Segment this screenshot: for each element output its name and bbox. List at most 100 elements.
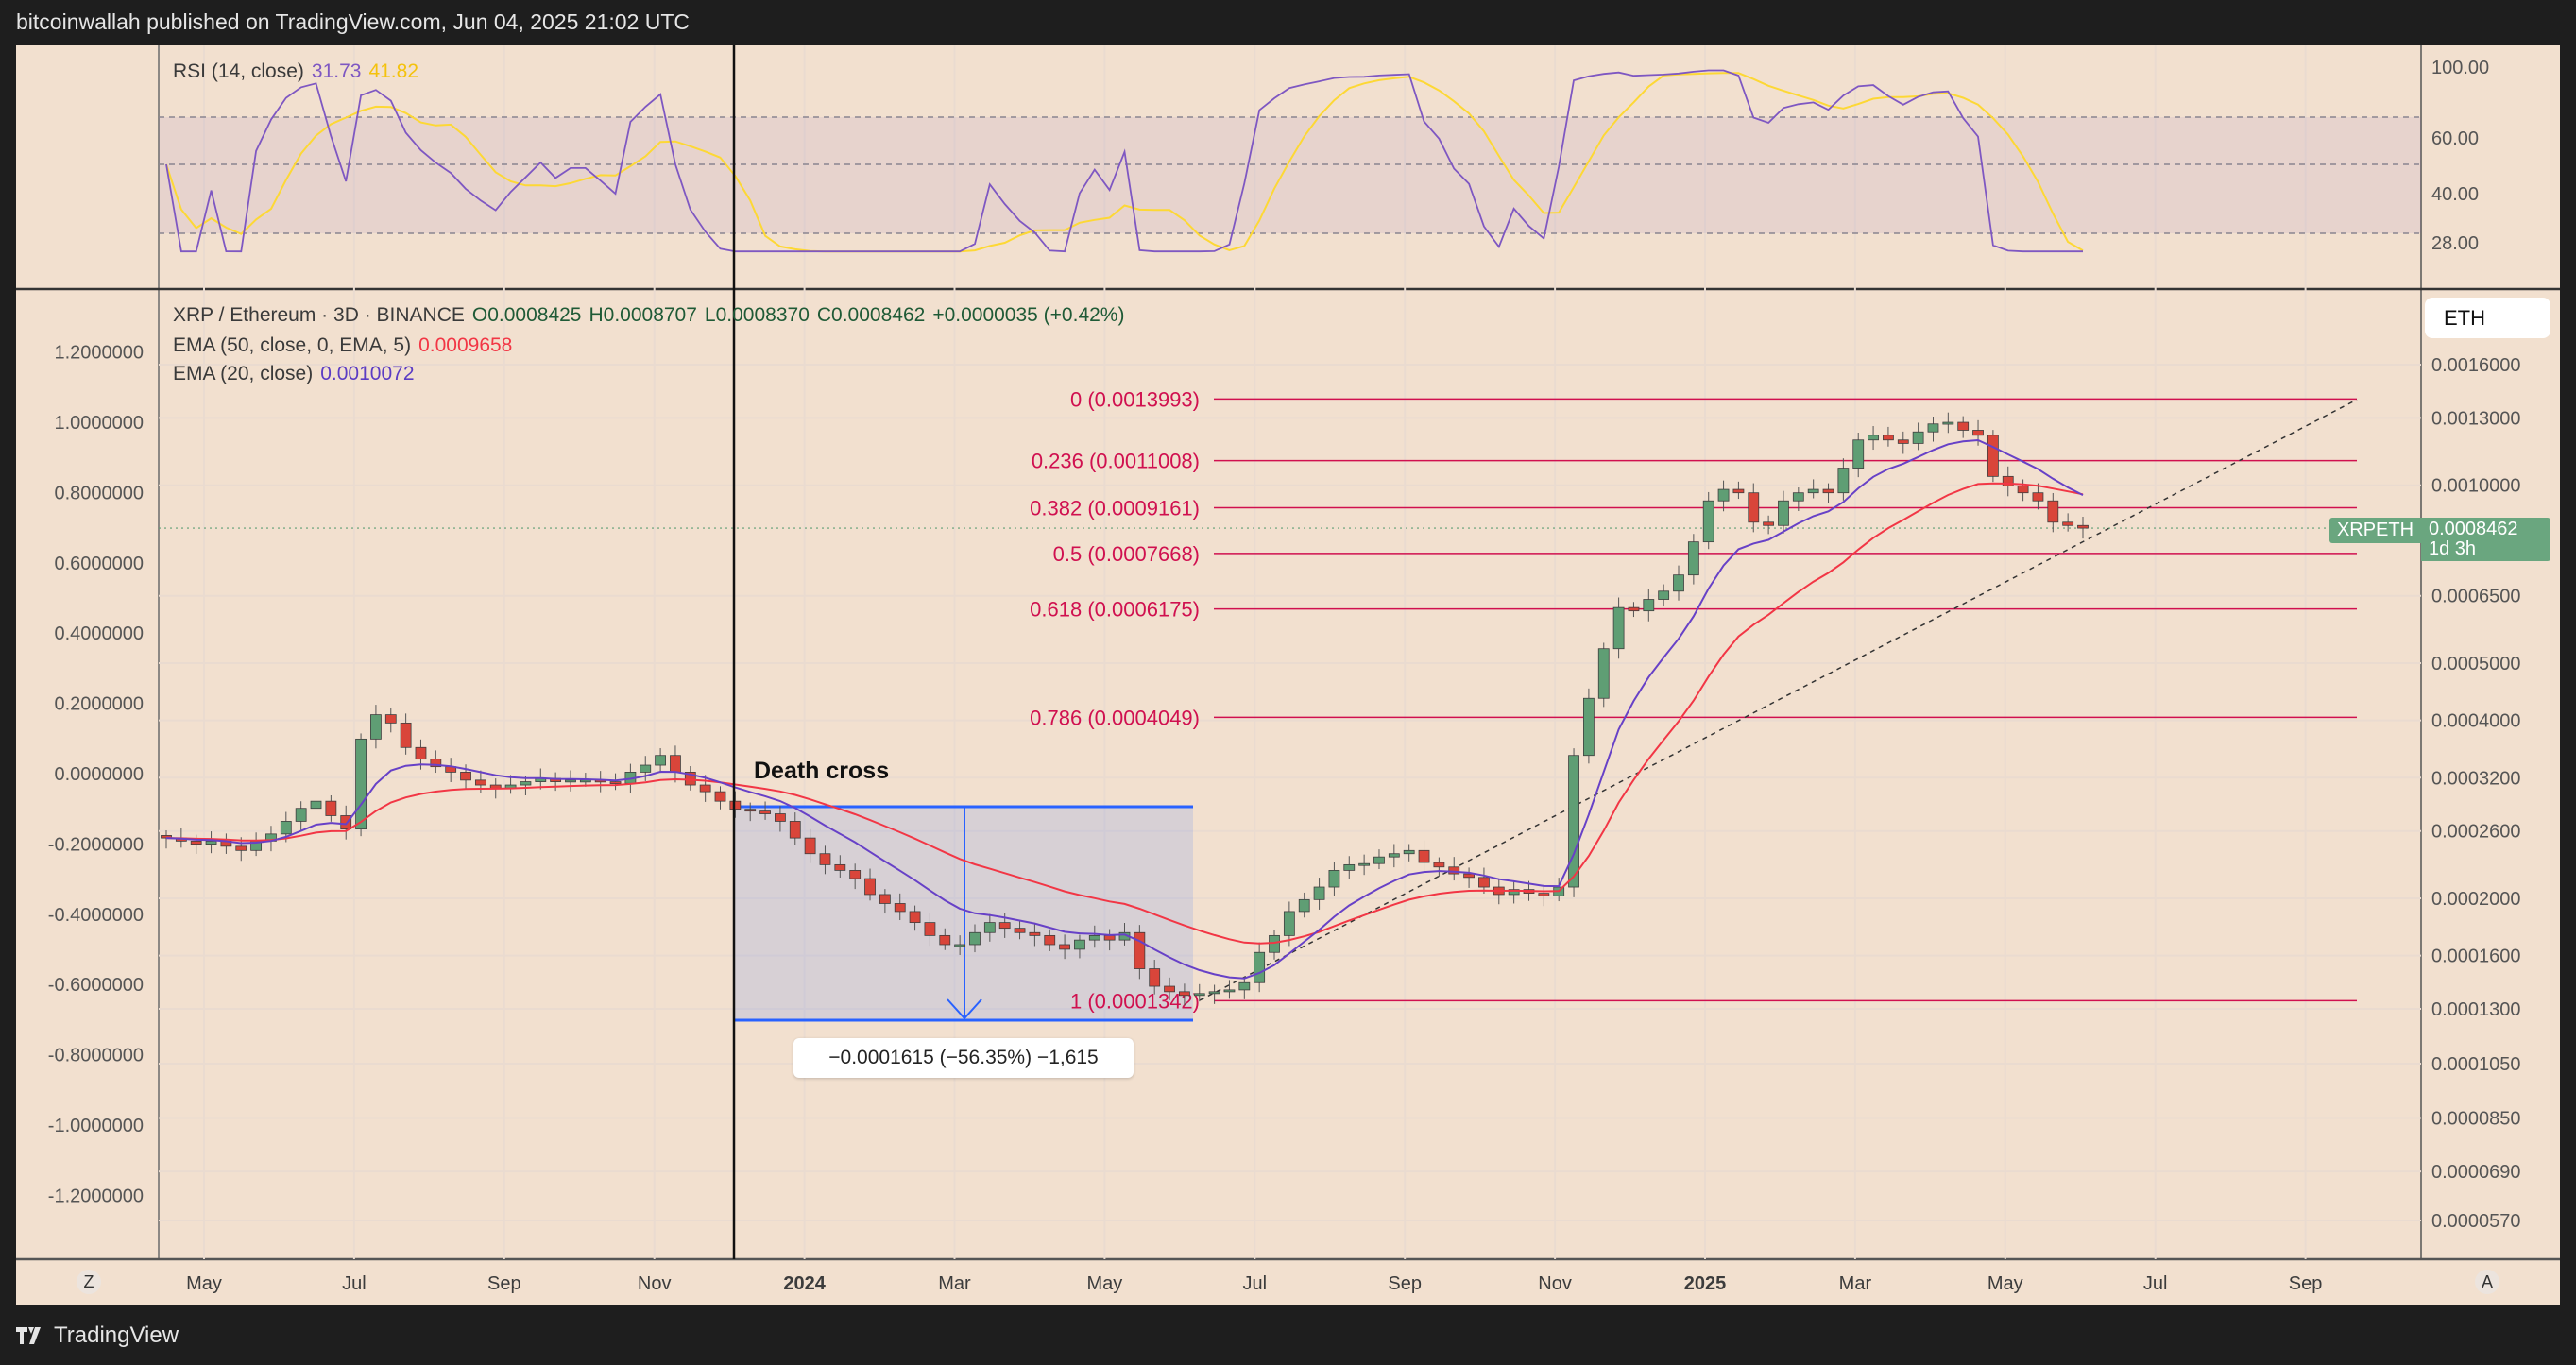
candle	[1538, 884, 1550, 907]
x-tick-label: Sep	[487, 1273, 521, 1294]
rsi-line	[165, 69, 2083, 253]
x-tick-label: Nov	[1538, 1273, 1572, 1294]
candle-body	[1254, 951, 1266, 983]
price-axis-label: 0.0002000	[2431, 889, 2521, 910]
symbol-legend: XRP / Ethereum · 3D · BINANCE O0.0008425 H…	[173, 304, 1132, 327]
candle	[1568, 748, 1579, 897]
tradingview-logo-icon	[16, 1327, 41, 1344]
candle-body	[205, 840, 217, 845]
candle-body	[939, 934, 951, 946]
candle-body	[729, 800, 742, 810]
candle	[1074, 934, 1085, 959]
candle	[729, 791, 742, 818]
candle-body	[579, 779, 591, 783]
candle-body	[1478, 877, 1490, 888]
candle	[924, 913, 936, 947]
price-axis-label: 0.0001600	[2431, 947, 2521, 967]
candle	[1927, 417, 1939, 442]
last-price-tag: 0.0008462 1d 3h	[2421, 518, 2550, 561]
left-axis-label: -0.6000000	[48, 975, 144, 996]
ema20-legend[interactable]: EMA (20, close) 0.0010072	[173, 363, 422, 385]
fib-level-label: 1 (0.0001342)	[1070, 989, 1200, 1013]
auto-scale-button[interactable]: A	[2475, 1270, 2499, 1294]
candle	[969, 924, 981, 953]
chart-panel[interactable]	[16, 45, 2560, 1305]
candle	[1403, 844, 1415, 862]
left-axis-label: -0.2000000	[48, 834, 144, 855]
fib-level-label: 0.236 (0.0011008)	[1032, 450, 1200, 473]
candle-body	[1269, 934, 1280, 953]
candle-body	[295, 808, 307, 822]
candle	[2062, 513, 2074, 532]
x-tick-label: Sep	[1388, 1273, 1422, 1294]
candle	[1673, 565, 1684, 601]
left-axis-label: -1.2000000	[48, 1186, 144, 1206]
candle	[1044, 929, 1056, 951]
candle	[370, 705, 382, 749]
candle	[849, 863, 862, 890]
ema50-value: 0.0009658	[418, 334, 513, 356]
candle	[1702, 491, 1714, 550]
tradingview-logo[interactable]: TradingView	[16, 1322, 179, 1349]
candle	[1433, 857, 1445, 878]
candle	[1717, 480, 1730, 512]
candle	[775, 806, 786, 832]
price-axis-label: 0.0000690	[2431, 1162, 2521, 1183]
candle-body	[1164, 985, 1175, 993]
candle-body	[1673, 574, 1684, 592]
candle	[1059, 934, 1070, 960]
candle-body	[1868, 435, 1879, 441]
fib-level-label: 0.5 (0.0007668)	[1053, 542, 1200, 566]
candle-body	[1568, 755, 1579, 888]
candle	[1328, 862, 1340, 896]
left-axis-label: 0.2000000	[54, 694, 144, 715]
candle	[1208, 984, 1220, 1004]
left-axis-label: 0.6000000	[54, 554, 144, 574]
candle-body	[1807, 488, 1819, 494]
zoom-button[interactable]: Z	[77, 1270, 101, 1294]
candle-body	[759, 810, 771, 814]
candle	[879, 889, 891, 914]
left-axis-label: -1.0000000	[48, 1116, 144, 1136]
rsi-band	[159, 117, 2421, 233]
left-axis-label: -0.8000000	[48, 1046, 144, 1066]
close-value: C0.0008462	[816, 304, 926, 326]
candle-body	[2032, 492, 2044, 502]
candle	[384, 708, 397, 733]
candle	[430, 750, 442, 774]
candle	[699, 775, 711, 802]
candle	[1897, 431, 1909, 454]
fib-level-label: 0 (0.0013993)	[1070, 387, 1200, 411]
candle	[789, 812, 801, 845]
candle	[565, 770, 576, 792]
candle-body	[670, 755, 681, 773]
candle	[1748, 483, 1760, 533]
x-tick-label: Mar	[938, 1273, 971, 1294]
candle	[594, 771, 606, 793]
candle-body	[954, 944, 966, 947]
candle-body	[1059, 944, 1070, 950]
x-tick-label: May	[1987, 1273, 2023, 1294]
candle-body	[699, 784, 711, 793]
candle	[1822, 483, 1834, 503]
candle-body	[235, 845, 247, 851]
currency-button[interactable]: ETH	[2425, 298, 2550, 338]
candle-body	[1927, 423, 1939, 433]
candle	[2032, 483, 2044, 510]
symbol-title[interactable]: XRP / Ethereum · 3D · BINANCE	[173, 304, 465, 326]
price-axis-label: 0.0010000	[2431, 476, 2521, 497]
rsi-ma-value: 41.82	[368, 60, 419, 82]
candle-body	[1852, 439, 1865, 469]
candle	[265, 826, 277, 852]
candle-body	[924, 922, 936, 936]
candle	[550, 772, 562, 792]
price-axis-label: 0.0005000	[2431, 654, 2521, 674]
candle	[1942, 412, 1954, 434]
ema50-legend[interactable]: EMA (50, close, 0, EMA, 5) 0.0009658	[173, 334, 520, 357]
arrow-down-icon	[947, 998, 982, 1020]
candle	[1343, 856, 1356, 879]
candle-body	[1597, 648, 1610, 699]
candle	[983, 913, 996, 942]
rsi-legend: RSI (14, close) 31.73 41.82	[173, 60, 426, 83]
